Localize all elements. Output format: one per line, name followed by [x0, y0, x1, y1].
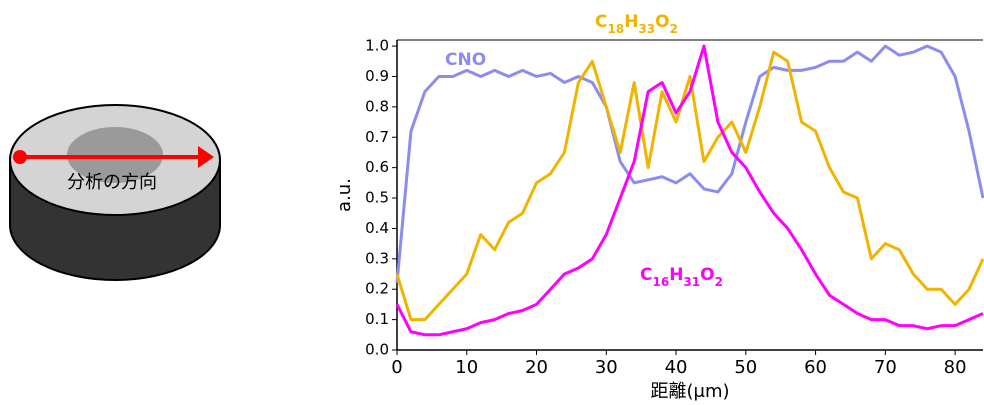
y-tick-label: 0.8	[365, 97, 389, 115]
series-label: C16H31O2	[640, 265, 723, 289]
x-tick-label: 40	[665, 357, 688, 378]
diagram-label: 分析の方向	[67, 172, 157, 193]
y-tick-label: 0.4	[365, 219, 389, 237]
x-tick-label: 50	[734, 357, 757, 378]
series-line	[395, 50, 984, 322]
y-tick-label: 0.9	[365, 67, 389, 85]
series-label: CNO	[445, 50, 486, 70]
y-tick-label: 0.5	[365, 189, 389, 207]
sample-diagram: 分析の方向	[9, 104, 221, 281]
y-tick-label: 0.2	[365, 280, 389, 298]
y-tick-label: 1.0	[365, 37, 389, 55]
x-tick-label: 80	[944, 357, 967, 378]
y-tick-label: 0.1	[365, 310, 389, 328]
y-tick-label: 0.3	[365, 249, 389, 267]
x-tick-label: 10	[455, 357, 478, 378]
x-tick-label: 30	[595, 357, 618, 378]
arrow-head	[198, 146, 214, 168]
arrow-start	[13, 150, 27, 164]
y-axis-label: a.u.	[334, 178, 355, 212]
x-tick-label: 60	[804, 357, 827, 378]
x-tick-label: 70	[874, 357, 897, 378]
x-axis-label: 距離(μm)	[650, 381, 729, 402]
x-tick-label: 0	[391, 357, 402, 378]
y-tick-label: 0.7	[365, 128, 389, 146]
x-tick-label: 20	[525, 357, 548, 378]
chart: 0.0 0.1 0.2 0.3 0.4 0.5 0.6 0.7 0.8 0.9 1.0 0 10 20 30…	[334, 12, 984, 402]
y-tick-label: 0.6	[365, 158, 389, 176]
series-line	[395, 44, 984, 337]
series-line	[395, 44, 984, 284]
series-label: C18H33O2	[595, 12, 678, 36]
y-tick-label: 0.0	[365, 341, 389, 359]
